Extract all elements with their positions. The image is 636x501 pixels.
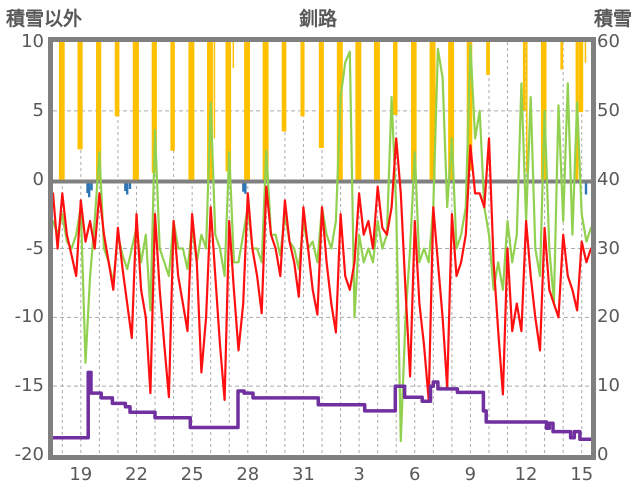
left-axis-tick-label: -5 [26,237,44,259]
x-axis-tick-label: 31 [291,464,315,485]
left-axis-tick-label: -20 [14,444,44,465]
precipitation-bar [126,183,129,195]
right-axis-tick-label: 40 [597,168,620,190]
right-axis-title: 積雪 [593,8,632,30]
sunshine-bar [170,42,175,151]
snow-depth-line [53,370,591,441]
left-axis-tick-label: -15 [14,375,44,397]
sunshine-bar [114,42,120,117]
right-axis-tick-label: 0 [597,444,609,465]
sunshine-bar [522,42,526,111]
x-axis-tick-label: 25 [180,464,204,485]
x-axis-tick-label: 3 [353,464,365,485]
sunshine-bar [232,42,235,69]
right-axis-tick-label: 30 [597,237,620,259]
plot-border [48,37,596,460]
sunshine-bar [318,42,324,149]
sunshine-bar [96,42,102,180]
sunshine-bar [560,42,564,70]
sunshine-bar [448,42,455,180]
sunshine-bar [77,42,83,150]
chart-title: 釧路 [298,8,338,30]
sunshine-bar [584,42,587,63]
left-axis-tick-label: 0 [32,168,44,190]
sunshine-bar [411,42,417,180]
precipitation-bar [87,183,91,198]
sunshine-bar [281,42,287,132]
sunshine-bar [429,42,436,180]
sunshine-bar [151,42,157,173]
sunshine-bar [58,42,65,180]
sunshine-bar [486,42,490,76]
x-axis-tick-label: 12 [514,464,538,485]
left-axis-tick-label: 10 [21,31,44,52]
precipitation-bar [124,183,127,192]
sunshine-bar [300,42,305,117]
x-axis-tick-label: 15 [570,464,594,485]
left-axis-title: 積雪以外 [6,8,83,30]
left-axis-tick-label: 5 [32,99,44,121]
right-axis-tick-label: 10 [597,375,620,397]
x-axis-tick-label: 19 [69,464,93,485]
precipitation-bar [90,183,93,191]
x-axis-tick-label: 28 [236,464,260,485]
sunshine-bar [213,42,216,139]
sunshine-bar [188,42,195,180]
sunshine-bar [262,42,269,180]
sunshine-bar [373,42,380,180]
left-axis-tick-label: -10 [14,306,44,328]
sunshine-bar [578,42,584,113]
precipitation-bar [244,183,247,194]
temperature-line [51,137,593,401]
x-axis-tick-label: 9 [464,464,477,485]
sunshine-bar [355,42,362,180]
x-axis-tick-label: 6 [409,464,421,485]
sunshine-bar [225,42,232,172]
precipitation-bar [86,183,89,194]
sunshine-bar [393,42,398,115]
precipitation-bar [128,183,132,189]
sunshine-bar [244,42,251,180]
x-axis-tick-label: 22 [125,464,148,485]
sunshine-bar [132,42,139,180]
precipitation-bar [242,183,245,192]
precipitation-bar [584,183,588,195]
sunshine-bar [526,42,528,173]
right-axis-tick-label: 50 [597,99,620,121]
right-axis-tick-label: 60 [597,31,620,52]
right-axis-tick-label: 20 [597,306,620,328]
